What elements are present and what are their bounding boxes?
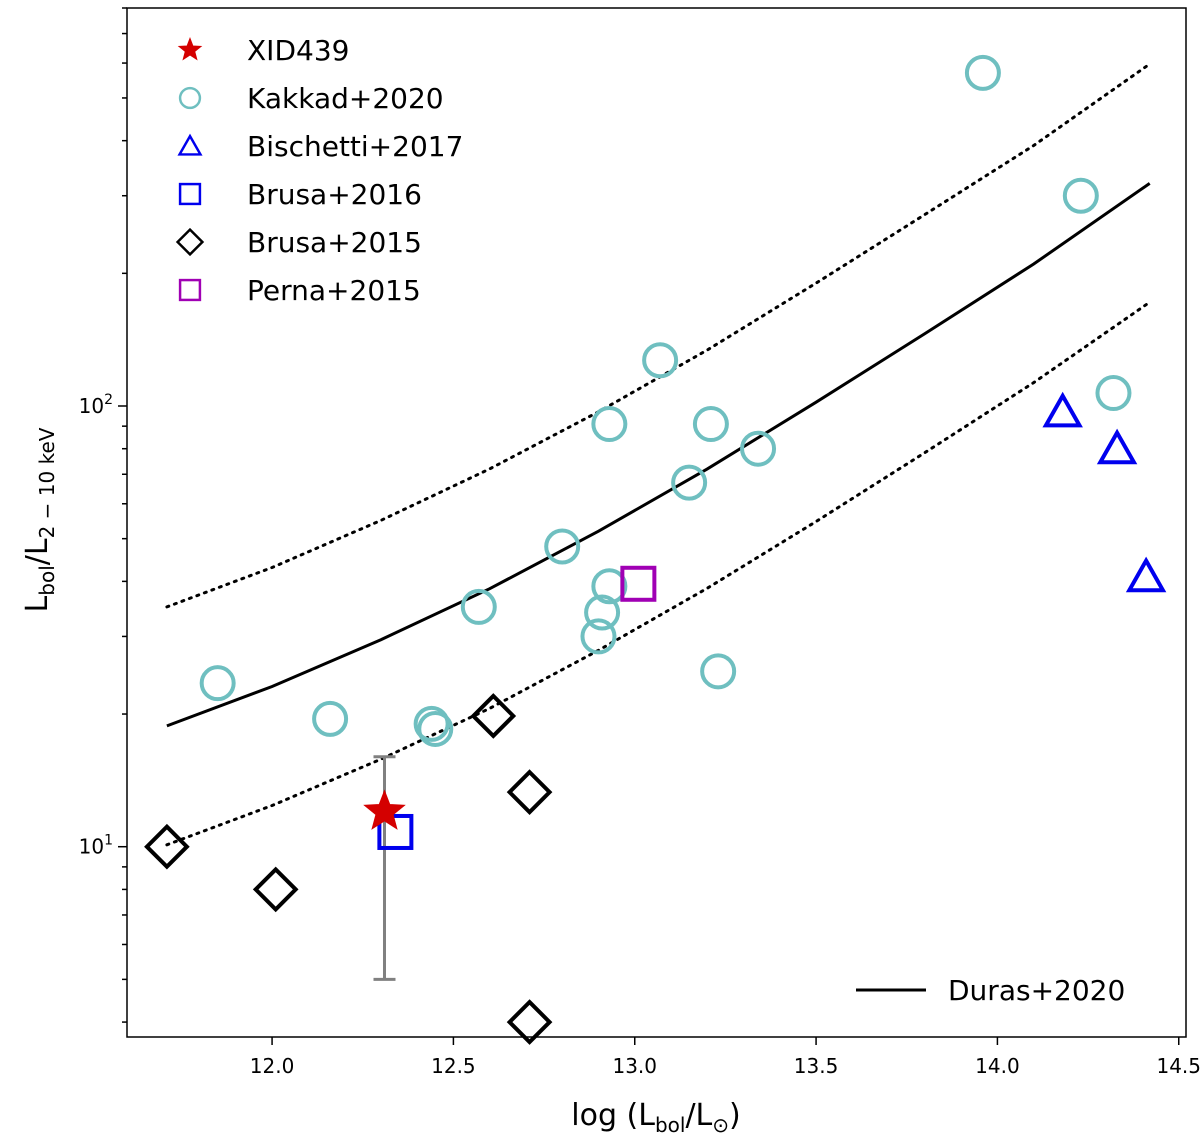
kakkad-2020-point (584, 594, 621, 631)
kakkad-2020-point (671, 464, 708, 501)
kakkad-2020-point (460, 588, 497, 625)
kakkad-2020-point (417, 710, 454, 747)
y-tick-base: 10 (79, 835, 104, 859)
y-axis-label: Lbol/L2 − 10 keV (20, 427, 59, 612)
brusa-2015-legend-label: Brusa+2015 (247, 226, 422, 259)
x-axis-label: log (Lbol/L⊙) (571, 1098, 741, 1137)
kakkad-2020-point (591, 568, 628, 605)
x-tick-label: 14.5 (1156, 1054, 1200, 1078)
data-points (144, 54, 1167, 1045)
bischetti-2017-legend-marker (177, 133, 203, 156)
x-tick-label: 12.0 (250, 1054, 295, 1078)
x-tick-label: 14.0 (975, 1054, 1020, 1078)
duras-2020-curve (166, 182, 1151, 728)
lower-bound-curve (165, 300, 1152, 847)
perna-2015-point (620, 565, 657, 602)
x-tick-label: 13.5 (794, 1054, 839, 1078)
kakkad-2020-point (642, 342, 679, 379)
y-tick-exponent: 1 (104, 833, 113, 849)
kakkad-2020-point (1095, 375, 1132, 412)
xid439-legend-label: XID439 (247, 34, 349, 67)
kakkad-2020-legend-label: Kakkad+2020 (247, 82, 444, 115)
brusa-2015-point (470, 693, 517, 739)
kakkad-2020-point (700, 653, 737, 690)
x-axis-ticks: 12.0 12.5 13.0 13.5 14.0 14.5 (250, 1037, 1200, 1078)
duras-2020-legend-label: Duras+2020 (948, 974, 1125, 1007)
x-tick-label: 13.0 (612, 1054, 657, 1078)
bischetti-2017-point (1125, 556, 1167, 593)
model-curves (165, 62, 1152, 847)
xid439-point (363, 789, 406, 830)
y-tick-exponent: 2 (104, 392, 113, 408)
brusa-2015-legend-marker (175, 227, 205, 257)
kakkad-2020-point (413, 705, 450, 742)
kakkad-2020-point (591, 406, 628, 443)
brusa-2016-legend-marker (178, 182, 202, 206)
kakkad-2020-point (740, 430, 777, 467)
brusa-2015-point (506, 769, 553, 815)
brusa-2015-point (506, 999, 553, 1045)
y-tick-base: 10 (79, 394, 104, 418)
bischetti-2017-point (1096, 428, 1138, 465)
kakkad-2020-point (580, 618, 617, 655)
kakkad-2020-point (199, 665, 236, 702)
bischetti-2017-legend-label: Bischetti+2017 (247, 130, 463, 163)
kakkad-2020-point (312, 700, 349, 737)
kakkad-2020-legend-marker (178, 86, 202, 110)
xid439-legend-marker (177, 37, 203, 61)
perna-2015-legend-marker (178, 278, 202, 302)
upper-bound-curve (165, 62, 1152, 609)
bischetti-2017-point (1042, 391, 1083, 428)
brusa-2015-point (144, 823, 190, 870)
kakkad-2020-point (544, 528, 581, 565)
brusa-2016-legend-label: Brusa+2016 (247, 178, 422, 211)
kakkad-2020-point (964, 54, 1001, 91)
y-tick-label: 101 (79, 833, 113, 859)
brusa-2016-point (377, 813, 414, 850)
kakkad-2020-point (1062, 177, 1099, 214)
line-legend: Duras+2020 (856, 974, 1125, 1007)
plot-frame (126, 7, 1187, 1038)
kakkad-2020-point (692, 406, 729, 443)
brusa-2015-point (252, 866, 299, 913)
y-tick-label: 102 (79, 392, 113, 418)
perna-2015-legend-label: Perna+2015 (247, 274, 421, 307)
legend: XID439 Kakkad+2020 Bischetti+2017 Brusa+201… (175, 34, 463, 307)
x-tick-label: 12.5 (431, 1054, 476, 1078)
